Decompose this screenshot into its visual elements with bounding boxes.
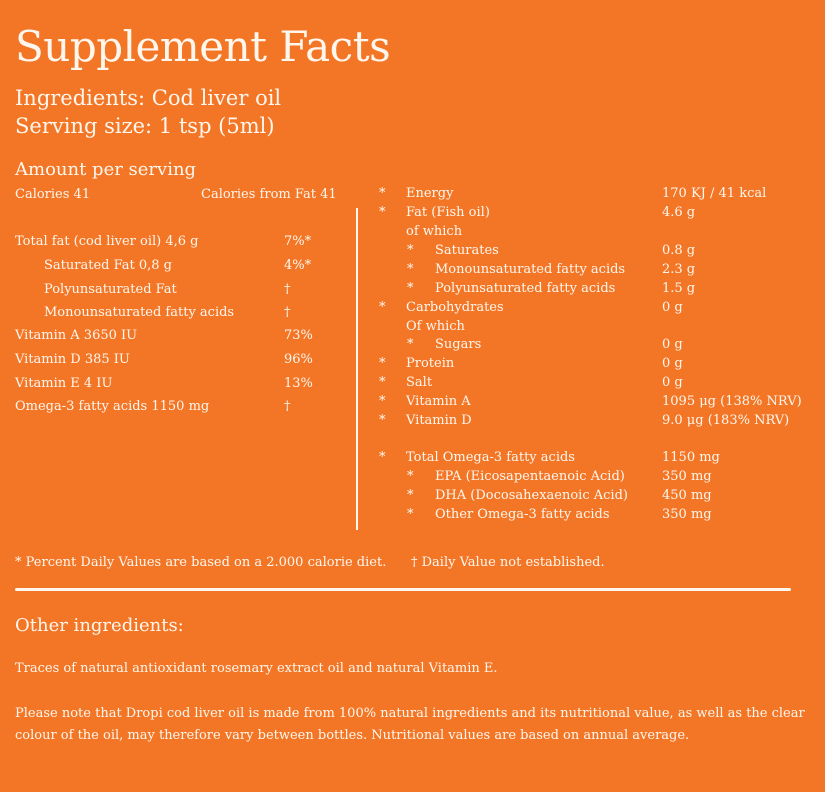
right-row-label: Vitamin A xyxy=(406,394,471,409)
left-row-label: Omega-3 fatty acids 1150 mg xyxy=(15,399,210,414)
left-row-value: † xyxy=(284,305,291,320)
row-star: * xyxy=(379,356,386,371)
left-row-label: Total fat (cod liver oil) 4,6 g xyxy=(15,234,199,249)
section-divider xyxy=(15,588,791,591)
row-star: * xyxy=(407,469,414,484)
row-star: * xyxy=(407,243,414,258)
right-row-label: Total Omega-3 fatty acids xyxy=(406,450,575,465)
other-ingredients-heading: Other ingredients: xyxy=(15,615,184,636)
row-star: * xyxy=(379,300,386,315)
left-row-label: Vitamin A 3650 IU xyxy=(15,328,138,343)
left-row-label: Polyunsaturated Fat xyxy=(44,282,177,297)
row-star: * xyxy=(407,281,414,296)
right-row-value: 0.8 g xyxy=(662,243,696,258)
right-row-label: Energy xyxy=(406,186,454,201)
left-row-value: 13% xyxy=(284,376,313,391)
right-row-label: Carbohydrates xyxy=(406,300,504,315)
left-row-value: 4%* xyxy=(284,258,312,273)
right-row-value: 170 KJ / 41 kcal xyxy=(662,186,767,201)
left-row-label: Vitamin E 4 IU xyxy=(15,376,113,391)
serving-size-line: Serving size: 1 tsp (5ml) xyxy=(15,114,275,138)
calories-from-fat-label: Calories from Fat 41 xyxy=(201,187,337,202)
right-row-value: 350 mg xyxy=(662,507,712,522)
right-row-value: 1.5 g xyxy=(662,281,696,296)
row-star: * xyxy=(407,337,414,352)
right-row-value: 0 g xyxy=(662,375,683,390)
right-row-value: 0 g xyxy=(662,300,683,315)
right-row-value: 1150 mg xyxy=(662,450,720,465)
right-row-value: 9.0 μg (183% NRV) xyxy=(662,413,790,428)
row-star: * xyxy=(407,507,414,522)
right-row-label: DHA (Docosahexaenoic Acid) xyxy=(435,488,628,503)
row-star: * xyxy=(379,394,386,409)
right-row-value: 450 mg xyxy=(662,488,712,503)
column-divider xyxy=(356,208,358,530)
row-star: * xyxy=(379,186,386,201)
left-row-value: 96% xyxy=(284,352,313,367)
nutrition-note-text: Please note that Dropi cod liver oil is … xyxy=(15,706,805,743)
other-ingredients-text: Traces of natural antioxidant rosemary e… xyxy=(15,661,498,676)
row-star: * xyxy=(407,488,414,503)
left-row-value: 7%* xyxy=(284,234,312,249)
right-row-label: Monounsaturated fatty acids xyxy=(435,262,626,277)
right-row-value: 350 mg xyxy=(662,469,712,484)
not-established-footnote: † Daily Value not established. xyxy=(411,555,605,570)
right-row-value: 4.6 g xyxy=(662,205,696,220)
right-row-label: Saturates xyxy=(435,243,499,258)
right-row-value: 2.3 g xyxy=(662,262,696,277)
row-star: * xyxy=(379,375,386,390)
right-row-label: Salt xyxy=(406,375,433,390)
left-row-label: Saturated Fat 0,8 g xyxy=(44,258,172,273)
row-star: * xyxy=(379,205,386,220)
left-row-value: 73% xyxy=(284,328,313,343)
page-title: Supplement Facts xyxy=(15,22,391,71)
right-row-label: Sugars xyxy=(435,337,482,352)
right-row-label: Protein xyxy=(406,356,455,371)
left-row-label: Monounsaturated fatty acids xyxy=(44,305,235,320)
right-row-label: Vitamin D xyxy=(406,413,472,428)
daily-values-footnote: * Percent Daily Values are based on a 2.… xyxy=(15,555,387,570)
amount-per-serving-heading: Amount per serving xyxy=(15,159,197,180)
right-row-label: Other Omega-3 fatty acids xyxy=(435,507,610,522)
right-row-value: 0 g xyxy=(662,356,683,371)
left-row-value: † xyxy=(284,282,291,297)
right-row-label: Of which xyxy=(406,319,465,334)
right-row-label: Polyunsaturated fatty acids xyxy=(435,281,616,296)
right-row-label: EPA (Eicosapentaenoic Acid) xyxy=(435,469,625,484)
right-row-label: Fat (Fish oil) xyxy=(406,205,490,220)
left-row-label: Vitamin D 385 IU xyxy=(15,352,130,367)
row-star: * xyxy=(379,450,386,465)
ingredients-line: Ingredients: Cod liver oil xyxy=(15,86,282,110)
calories-label: Calories 41 xyxy=(15,187,91,202)
row-star: * xyxy=(407,262,414,277)
row-star: * xyxy=(379,413,386,428)
left-row-value: † xyxy=(284,399,291,414)
right-row-value: 1095 μg (138% NRV) xyxy=(662,394,802,409)
right-row-label: of which xyxy=(406,224,463,239)
right-row-value: 0 g xyxy=(662,337,683,352)
